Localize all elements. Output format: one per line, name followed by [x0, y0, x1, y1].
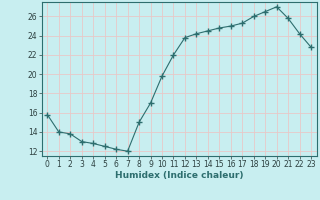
X-axis label: Humidex (Indice chaleur): Humidex (Indice chaleur) — [115, 171, 244, 180]
